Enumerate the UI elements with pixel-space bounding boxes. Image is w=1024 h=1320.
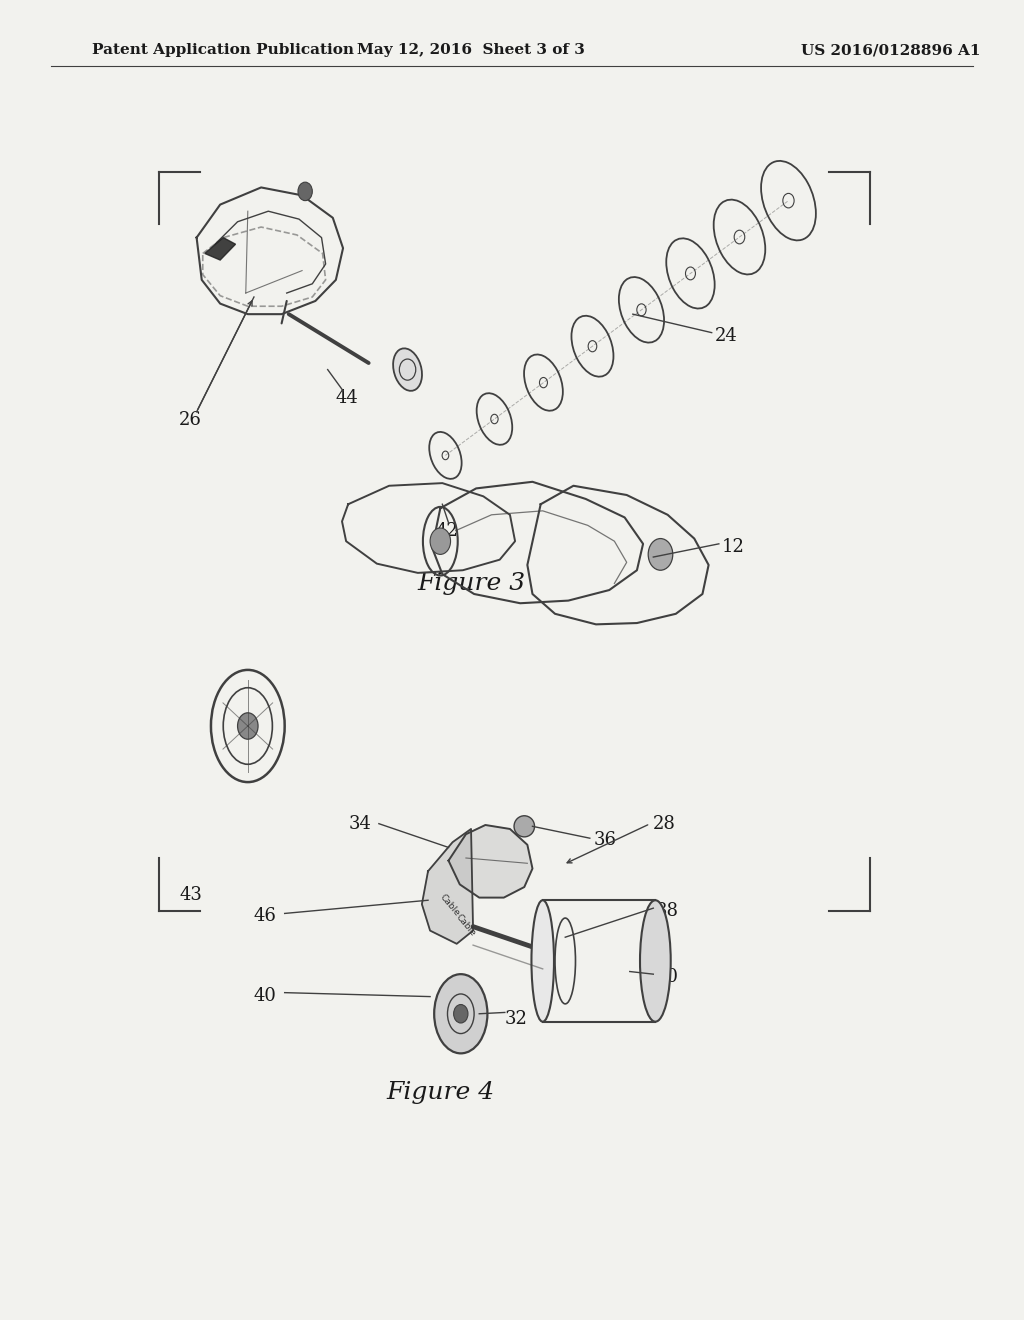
- Ellipse shape: [640, 900, 671, 1022]
- Circle shape: [648, 539, 673, 570]
- Text: 12: 12: [722, 537, 744, 556]
- Ellipse shape: [531, 900, 554, 1022]
- Text: 42: 42: [435, 521, 458, 540]
- Text: 38: 38: [655, 902, 678, 920]
- Text: 24: 24: [715, 326, 737, 345]
- Text: 40: 40: [254, 986, 276, 1005]
- Text: Figure 4: Figure 4: [386, 1081, 495, 1105]
- Circle shape: [454, 1005, 468, 1023]
- Text: 36: 36: [594, 830, 616, 849]
- Ellipse shape: [434, 974, 487, 1053]
- Text: 34: 34: [348, 814, 371, 833]
- Ellipse shape: [393, 348, 422, 391]
- Text: Figure 3: Figure 3: [417, 572, 525, 595]
- Text: Cable: Cable: [454, 912, 477, 939]
- Text: 30: 30: [655, 968, 678, 986]
- Text: 26: 26: [179, 411, 202, 429]
- Text: 28: 28: [653, 814, 676, 833]
- Circle shape: [298, 182, 312, 201]
- Text: 43: 43: [179, 886, 202, 904]
- Text: May 12, 2016  Sheet 3 of 3: May 12, 2016 Sheet 3 of 3: [357, 44, 585, 57]
- Text: 44: 44: [336, 388, 358, 407]
- Text: US 2016/0128896 A1: US 2016/0128896 A1: [801, 44, 981, 57]
- Text: Patent Application Publication: Patent Application Publication: [92, 44, 354, 57]
- Text: Cable: Cable: [438, 892, 462, 919]
- Circle shape: [430, 528, 451, 554]
- Ellipse shape: [514, 816, 535, 837]
- Polygon shape: [422, 829, 473, 944]
- Polygon shape: [449, 825, 532, 898]
- Circle shape: [238, 713, 258, 739]
- Text: 32: 32: [505, 1010, 527, 1028]
- Polygon shape: [205, 238, 236, 260]
- Text: 46: 46: [254, 907, 276, 925]
